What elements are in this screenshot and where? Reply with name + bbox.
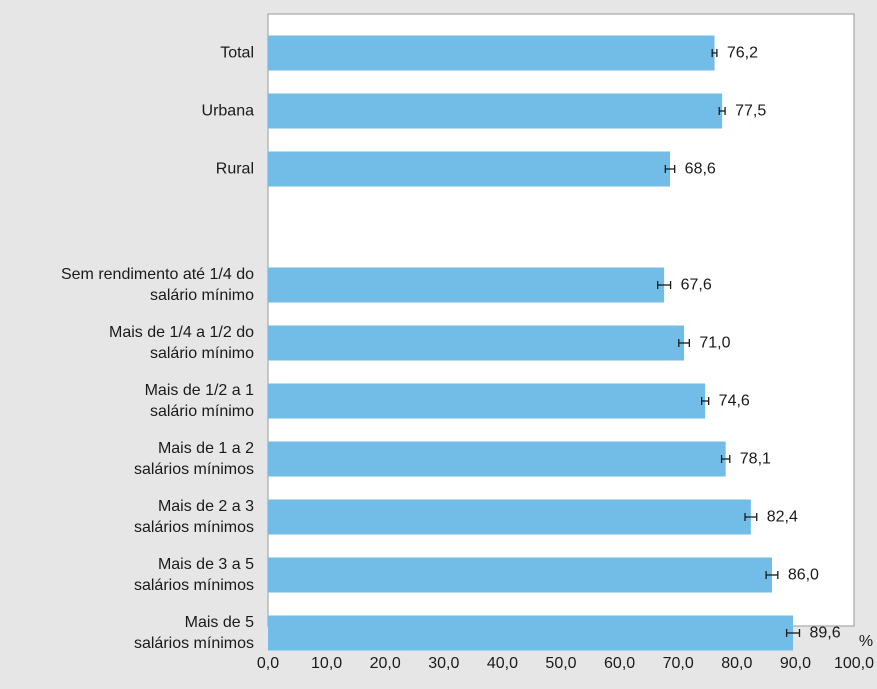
- x-tick-label: 90,0: [780, 655, 811, 672]
- bar: [268, 557, 772, 593]
- x-unit-label: %: [859, 633, 873, 650]
- x-tick-label: 30,0: [428, 655, 459, 672]
- bar: [268, 325, 685, 361]
- x-tick-label: 0,0: [257, 655, 279, 672]
- bar: [268, 499, 751, 535]
- error-bar: [720, 455, 731, 463]
- error-bar: [711, 49, 718, 57]
- error-bar: [664, 165, 676, 173]
- category-label: Mais de 5 salários mínimos: [134, 614, 254, 652]
- value-label: 76,2: [727, 45, 758, 62]
- value-label: 74,6: [719, 393, 750, 410]
- x-tick-label: 50,0: [545, 655, 576, 672]
- value-label: 71,0: [699, 335, 730, 352]
- value-label: 82,4: [767, 509, 798, 526]
- category-label: Urbana: [202, 103, 255, 120]
- value-label: 77,5: [735, 103, 766, 120]
- x-tick-label: 80,0: [721, 655, 752, 672]
- bar: [268, 267, 665, 303]
- bar: [268, 35, 715, 71]
- value-label: 68,6: [685, 161, 716, 178]
- bar: [268, 383, 706, 419]
- category-label: Rural: [216, 161, 254, 178]
- error-bar: [657, 281, 672, 289]
- bar: [268, 615, 794, 651]
- value-label: 89,6: [810, 625, 841, 642]
- category-label: Mais de 3 a 5 salários mínimos: [134, 556, 254, 594]
- error-bar: [678, 339, 690, 347]
- error-bar: [700, 397, 710, 405]
- category-label: Mais de 1/2 a 1 salário mínimo: [145, 382, 255, 420]
- category-label: Mais de 1 a 2 salários mínimos: [134, 440, 254, 478]
- value-label: 78,1: [740, 451, 771, 468]
- category-label: Mais de 1/4 a 1/2 do salário mínimo: [109, 324, 254, 362]
- category-label: Total: [220, 45, 254, 62]
- bar: [268, 93, 723, 129]
- value-label: 86,0: [788, 567, 819, 584]
- x-tick-label: 100,0: [834, 655, 874, 672]
- error-bar: [785, 629, 801, 637]
- x-tick-label: 20,0: [370, 655, 401, 672]
- x-tick-label: 40,0: [487, 655, 518, 672]
- category-label: Sem rendimento até 1/4 do salário mínimo: [61, 266, 254, 304]
- error-bar: [718, 107, 726, 115]
- category-label: Mais de 2 a 3 salários mínimos: [134, 498, 254, 536]
- value-label: 67,6: [681, 277, 712, 294]
- x-tick-label: 10,0: [311, 655, 342, 672]
- error-bar: [744, 513, 758, 521]
- bar: [268, 441, 726, 477]
- x-tick-label: 70,0: [663, 655, 694, 672]
- x-tick-label: 60,0: [604, 655, 635, 672]
- bar: [268, 151, 670, 187]
- error-bar: [765, 571, 779, 579]
